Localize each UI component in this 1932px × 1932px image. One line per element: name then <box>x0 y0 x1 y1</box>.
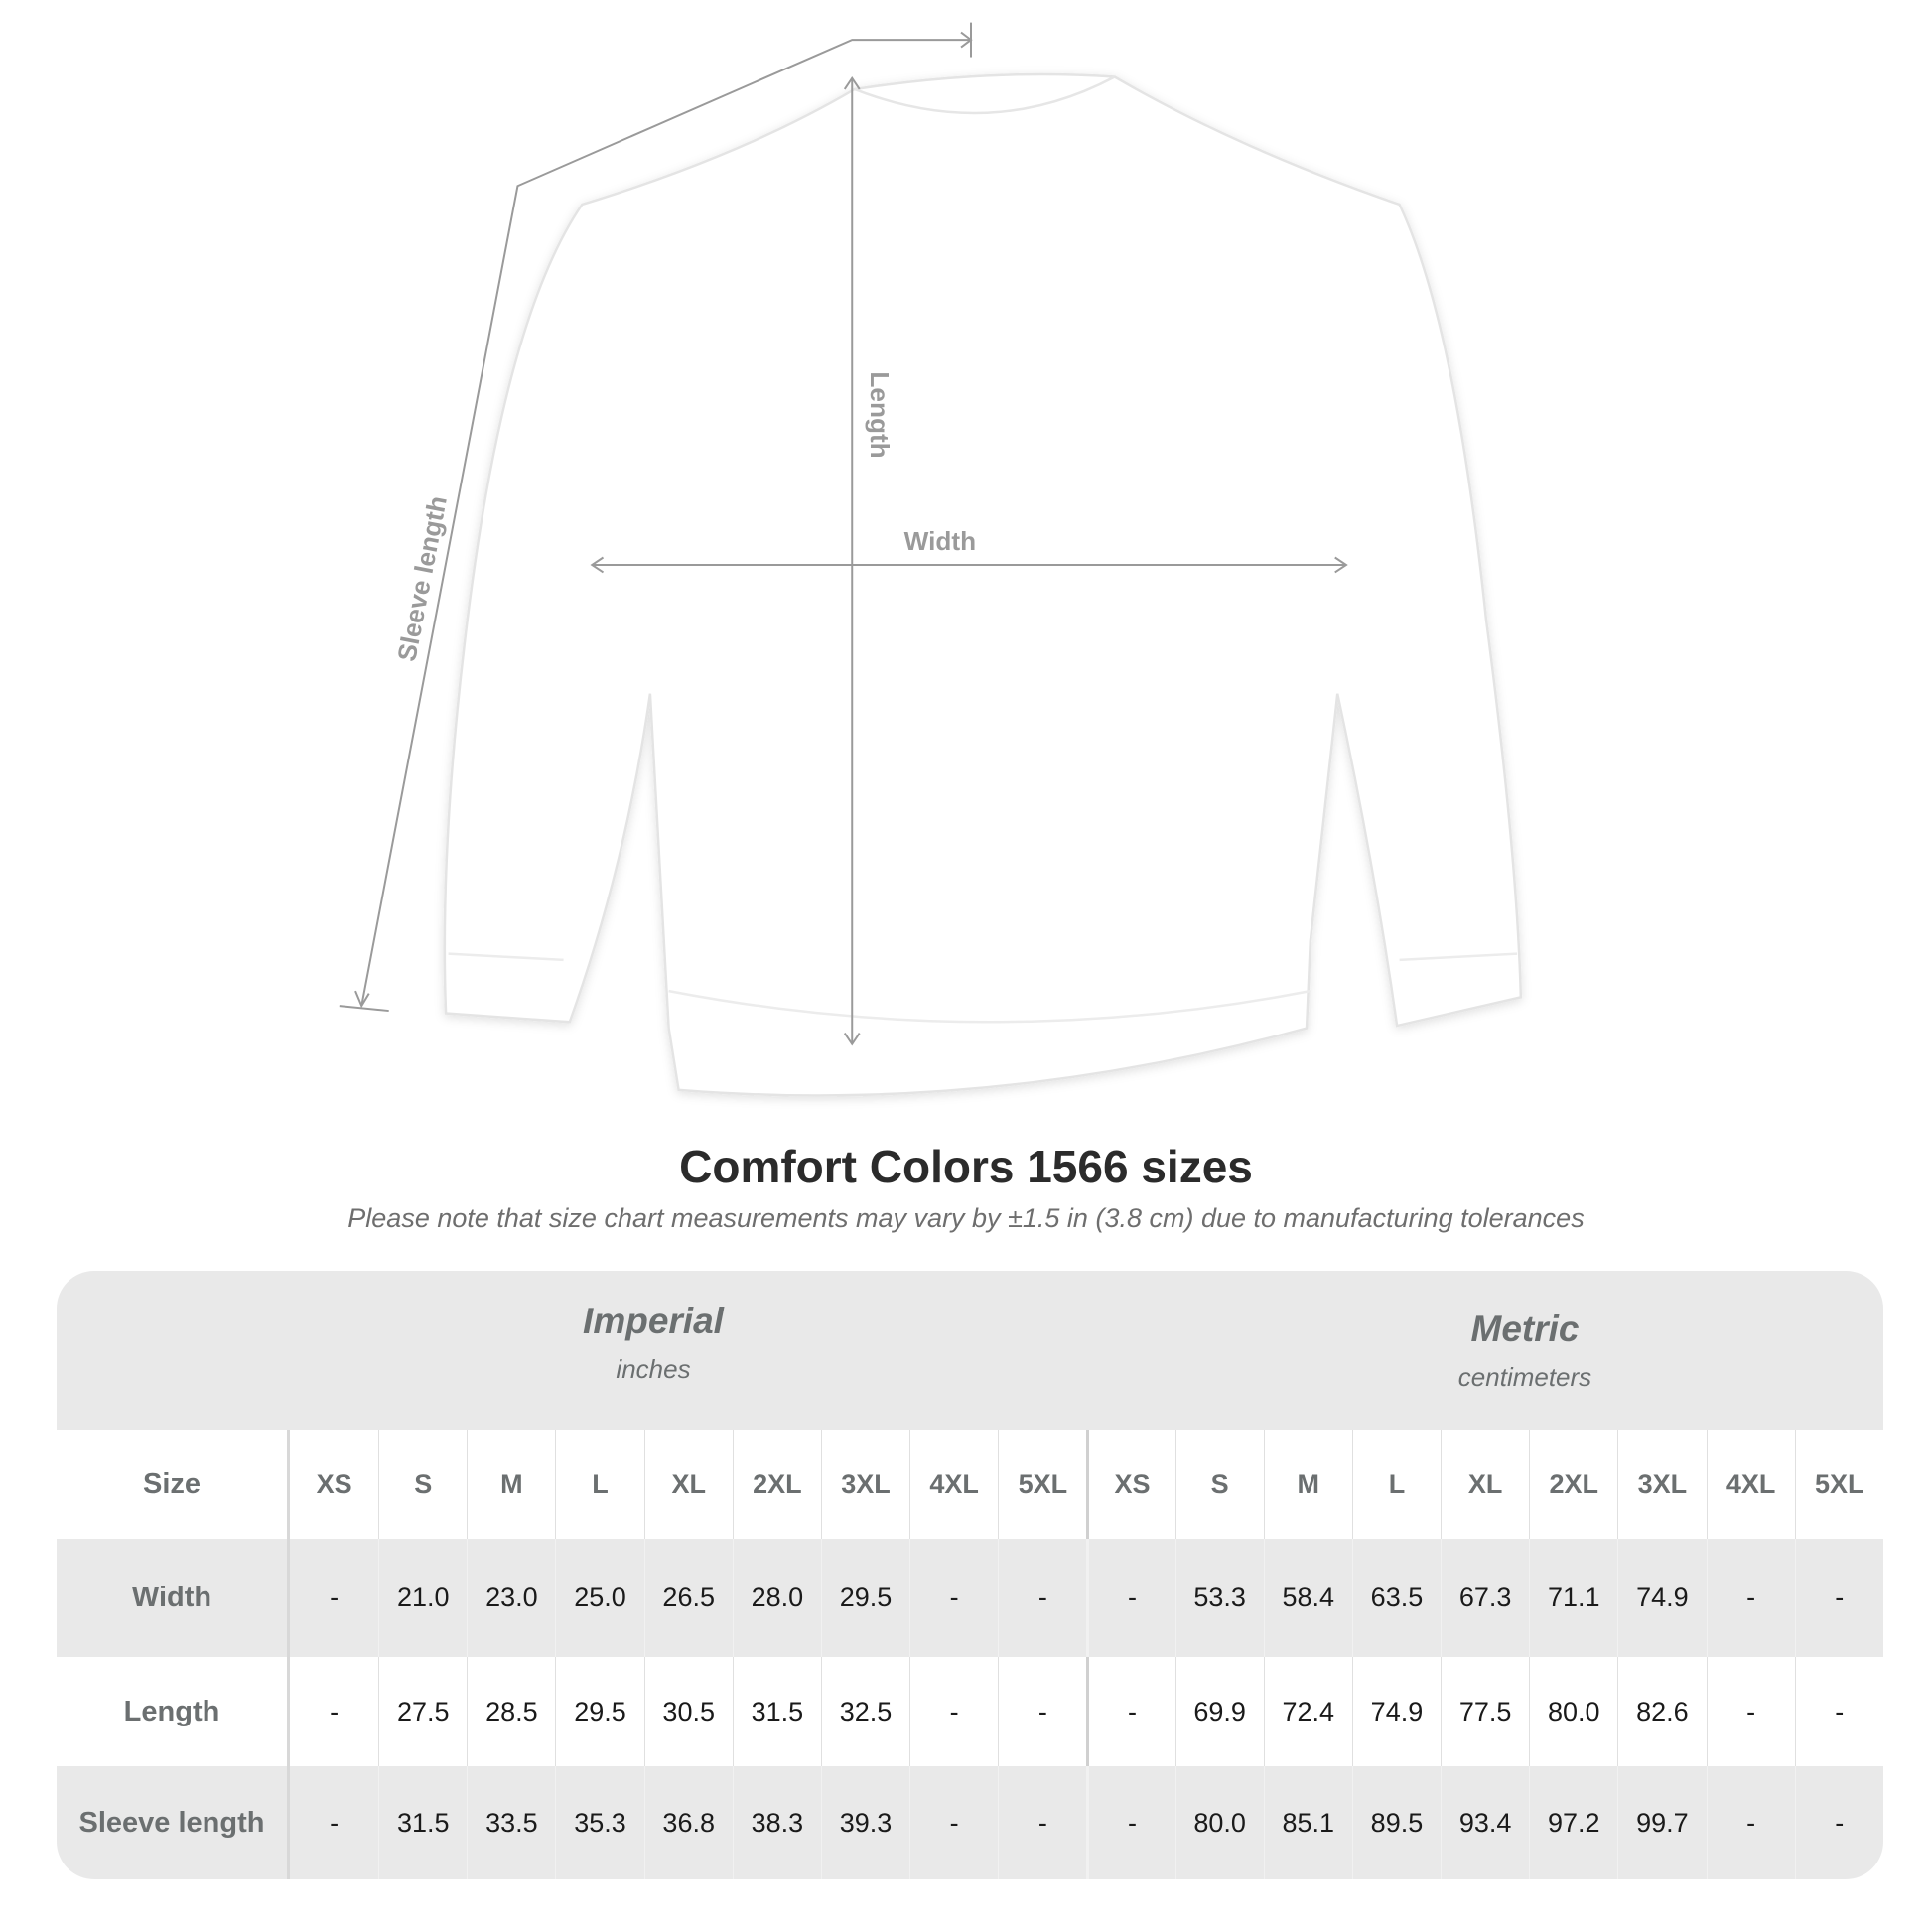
page-title: Comfort Colors 1566 sizes <box>679 1141 1253 1192</box>
value-cell: 97.2 <box>1529 1766 1617 1879</box>
size-header-cell: XS <box>316 1468 352 1499</box>
size-header-cell: 2XL <box>732 1430 821 1539</box>
size-header-cell: XS <box>1086 1430 1174 1539</box>
imperial-header: Imperial inches <box>306 1301 1001 1385</box>
value-cell: - <box>1086 1657 1174 1766</box>
value-cell: 32.5 <box>820 1657 909 1766</box>
size-header-cell: M <box>1263 1430 1352 1539</box>
value-cell: - <box>998 1766 1086 1879</box>
value-cell: 28.0 <box>732 1539 821 1657</box>
value-cell: - <box>1706 1539 1795 1657</box>
size-header-cell: M <box>467 1430 555 1539</box>
value-cell: - <box>1706 1766 1795 1879</box>
size-header-cell: 5XL <box>998 1430 1086 1539</box>
value-cell: 26.5 <box>643 1539 733 1657</box>
value-cell: 77.5 <box>1441 1657 1529 1766</box>
value-cell: 33.5 <box>467 1766 555 1879</box>
value-cell: 85.1 <box>1263 1766 1352 1879</box>
sleeve-measure-line <box>360 39 971 1007</box>
value-cell: - <box>1794 1539 1883 1657</box>
value-cell: 25.0 <box>555 1539 643 1657</box>
value-cell: 58.4 <box>1263 1539 1352 1657</box>
size-header-cell: 2XL <box>1529 1430 1617 1539</box>
row-label: Length <box>57 1657 290 1766</box>
length-label: Length <box>865 371 895 458</box>
tolerance-note: Please note that size chart measurements… <box>347 1203 1585 1233</box>
size-header-cell: 4XL <box>909 1430 998 1539</box>
measure-lines <box>339 22 1348 1046</box>
value-cell: - <box>330 1807 340 1838</box>
value-cell: 29.5 <box>555 1657 643 1766</box>
value-cell: 89.5 <box>1351 1766 1441 1879</box>
sweatshirt-diagram: Sleeve length Length Width <box>339 22 1523 1097</box>
imperial-unit: inches <box>616 1354 691 1384</box>
metric-unit: centimeters <box>1457 1362 1592 1392</box>
value-cell: 23.0 <box>467 1539 555 1657</box>
value-cell: 31.5 <box>732 1657 821 1766</box>
value-cell: 63.5 <box>1351 1539 1441 1657</box>
size-header-cell: 4XL <box>1706 1430 1795 1539</box>
table-row: Sleeve length -31.5 33.5 35.3 36.8 38.3 39.3- -… <box>57 1766 1883 1879</box>
value-cell: 72.4 <box>1263 1657 1352 1766</box>
value-cell: 82.6 <box>1617 1657 1706 1766</box>
value-cell: - <box>909 1657 998 1766</box>
value-cell: 38.3 <box>732 1766 821 1879</box>
value-cell: - <box>998 1539 1086 1657</box>
value-cell: - <box>1794 1657 1883 1766</box>
value-cell: 71.1 <box>1529 1539 1617 1657</box>
value-cell: 30.5 <box>643 1657 733 1766</box>
value-cell: 35.3 <box>555 1766 643 1879</box>
table-row: Length -27.5 28.5 29.5 30.5 31.5 32.5- - -69.9 72… <box>57 1657 1883 1766</box>
size-header-cell: 5XL <box>1794 1430 1883 1539</box>
value-cell: 99.7 <box>1617 1766 1706 1879</box>
width-label: Width <box>904 526 976 556</box>
value-cell: - <box>998 1657 1086 1766</box>
size-header-cell: L <box>1351 1430 1441 1539</box>
size-header-cell: 3XL <box>820 1430 909 1539</box>
value-cell: - <box>330 1696 340 1726</box>
row-label: Width <box>57 1539 290 1657</box>
imperial-title: Imperial <box>583 1301 724 1341</box>
size-header-row: Size XS S M L XL 2XL 3XL 4XL 5XL XS S M L XL 2XL 3XL 4XL 5… <box>57 1430 1883 1539</box>
size-header-cell: S <box>378 1430 467 1539</box>
value-cell: 74.9 <box>1617 1539 1706 1657</box>
row-label: Sleeve length <box>57 1766 290 1879</box>
value-cell: 80.0 <box>1174 1766 1264 1879</box>
value-cell: - <box>909 1539 998 1657</box>
value-cell: 53.3 <box>1174 1539 1264 1657</box>
value-cell: 27.5 <box>378 1657 467 1766</box>
value-cell: 74.9 <box>1351 1657 1441 1766</box>
value-cell: - <box>1086 1539 1174 1657</box>
value-cell: 31.5 <box>378 1766 467 1879</box>
value-cell: - <box>909 1766 998 1879</box>
value-cell: 21.0 <box>378 1539 467 1657</box>
table-row: Width -21.0 23.0 25.0 26.5 28.0 29.5- - -53.3 58.… <box>57 1539 1883 1657</box>
sweatshirt-image <box>443 72 1523 1097</box>
value-cell: 93.4 <box>1441 1766 1529 1879</box>
size-header-cell: 3XL <box>1617 1430 1706 1539</box>
value-cell: 28.5 <box>467 1657 555 1766</box>
value-cell: - <box>1086 1766 1174 1879</box>
value-cell: - <box>1706 1657 1795 1766</box>
value-cell: - <box>1794 1766 1883 1879</box>
unit-header: Imperial inches Metric centimeters <box>57 1271 1883 1430</box>
size-header-cell: L <box>555 1430 643 1539</box>
size-table: Imperial inches Metric centimeters Size X… <box>57 1271 1883 1879</box>
value-cell: - <box>330 1583 340 1612</box>
metric-header: Metric centimeters <box>1177 1309 1872 1393</box>
value-cell: 29.5 <box>820 1539 909 1657</box>
size-header-cell: XL <box>1441 1430 1529 1539</box>
value-cell: 39.3 <box>820 1766 909 1879</box>
value-cell: 36.8 <box>643 1766 733 1879</box>
size-header-cell: S <box>1174 1430 1264 1539</box>
metric-title: Metric <box>1470 1309 1580 1349</box>
value-cell: 80.0 <box>1529 1657 1617 1766</box>
value-cell: 69.9 <box>1174 1657 1264 1766</box>
value-cell: 67.3 <box>1441 1539 1529 1657</box>
size-header-cell: XL <box>643 1430 733 1539</box>
size-header-label: Size <box>57 1430 290 1539</box>
